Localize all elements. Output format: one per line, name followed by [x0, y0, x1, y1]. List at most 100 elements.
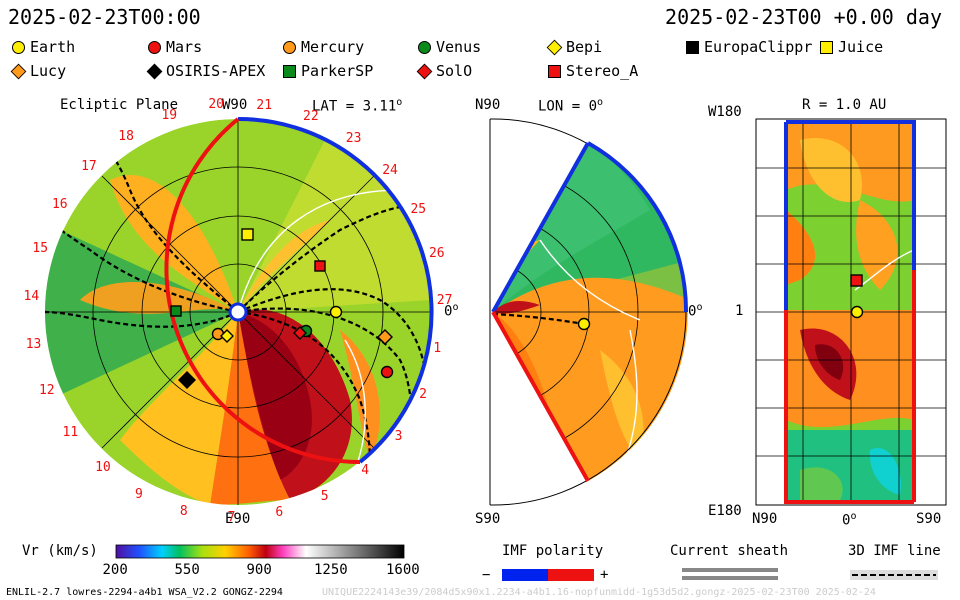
legend-label: Earth	[30, 38, 76, 56]
legend-label: Stereo_A	[566, 62, 639, 80]
day-tick-label: 5	[320, 489, 329, 505]
day-tick-label: 18	[118, 128, 134, 144]
legend-item-earth: Earth	[12, 38, 75, 56]
earth-marker	[329, 305, 343, 319]
colorbar-tick-label: 1600	[386, 562, 420, 578]
day-tick-label: 13	[25, 336, 42, 352]
current-sheath-title: Current sheath	[670, 543, 789, 559]
meridional-lon-label: LON = 0o	[538, 97, 604, 115]
radial-x-label-s90: S90	[916, 511, 942, 527]
colorbar-tick-label: 900	[246, 562, 272, 578]
bepi-marker	[220, 329, 234, 343]
square-icon	[686, 40, 699, 54]
colorbar-tick-label: 200	[102, 562, 128, 578]
meridional-edge-positive	[491, 311, 590, 482]
ecliptic-objects	[170, 228, 394, 389]
legend-item-stereo-a: Stereo_A	[548, 62, 638, 80]
day-tick-label: 26	[428, 245, 445, 261]
legend-item-venus: Venus	[418, 38, 481, 56]
day-tick-label: 22	[303, 109, 319, 125]
radial-x-label-n90: N90	[752, 511, 778, 527]
radial-e180-label: E180	[708, 503, 742, 519]
footer-right: UNIQUE2224143e39/2084d5x90x1.2234-a4b1.1…	[322, 587, 876, 598]
ecliptic-zero-label: 0o	[444, 302, 459, 320]
day-tick-label: 3	[394, 428, 403, 444]
lucy-marker	[377, 329, 393, 345]
day-tick-label: 23	[345, 131, 362, 147]
radial-x-label-0: 0o	[842, 511, 857, 529]
day-tick-label: 10	[95, 460, 111, 475]
circle-icon	[283, 40, 296, 54]
radial-panel	[786, 122, 914, 502]
parkersp-marker	[170, 305, 182, 317]
day-tick-label: 4	[361, 463, 370, 479]
mars-marker	[380, 365, 394, 379]
radial-r-label: R = 1.0 AU	[802, 97, 887, 113]
ecliptic-rim-negative	[237, 116, 434, 464]
legend-label: Lucy	[30, 62, 67, 80]
meridional-zero-label: 0o	[688, 302, 703, 320]
day-tick-label: 24	[382, 162, 398, 178]
ecliptic-title: Ecliptic Plane	[60, 97, 179, 113]
legend-item-lucy: Lucy	[10, 62, 67, 80]
day-tick-label: 19	[161, 107, 178, 123]
ecliptic-lat-label: LAT = 3.11o	[312, 97, 403, 115]
legend-item-parkersp: ParkerSP	[283, 62, 373, 80]
juice-marker	[241, 228, 254, 241]
current-sheath-swatch	[682, 568, 778, 572]
legend-item-europaclippr: EuropaClippr	[686, 38, 812, 56]
ecliptic-w90-label: W90	[222, 97, 248, 113]
day-tick-label: 8	[179, 503, 188, 519]
circle-icon	[148, 40, 161, 54]
legend-label: OSIRIS-APEX	[166, 62, 266, 80]
day-tick-label: 16	[51, 197, 68, 213]
radial-mid-label: 1	[735, 303, 744, 319]
day-tick-label: 27	[436, 293, 453, 309]
meridional-earth-marker	[577, 317, 591, 331]
legend-label: EuropaClippr	[704, 38, 813, 56]
legend-label: Mars	[166, 38, 203, 56]
day-tick-label: 7	[227, 509, 236, 525]
square-icon	[820, 40, 833, 54]
legend-item-osiris-apex: OSIRIS-APEX	[146, 62, 266, 80]
legend-label: SolO	[436, 62, 473, 80]
ecliptic-rim-positive	[164, 117, 361, 465]
square-icon	[548, 64, 561, 78]
imf-polarity-title: IMF polarity	[502, 543, 604, 559]
legend-item-solo: SolO	[416, 62, 473, 80]
day-tick-label: 6	[275, 504, 284, 520]
radial-w180-label: W180	[708, 104, 742, 120]
day-tick-label: 25	[410, 201, 427, 217]
mercury-marker	[211, 327, 225, 341]
day-tick-label: 15	[32, 241, 49, 257]
legend-item-mars: Mars	[148, 38, 202, 56]
vr-colorbar	[115, 544, 405, 559]
stereo-a-marker	[314, 260, 326, 272]
legend-item-mercury: Mercury	[283, 38, 364, 56]
legend-label: Venus	[436, 38, 482, 56]
imf-negative-swatch	[502, 569, 548, 581]
legend-label: Mercury	[301, 38, 365, 56]
circle-icon	[418, 40, 431, 54]
legend-item-bepi: Bepi	[546, 38, 602, 56]
day-tick-label: 17	[81, 159, 97, 175]
day-tick-label: 1	[433, 341, 442, 357]
imf-plus-label: +	[600, 567, 609, 583]
circle-icon	[12, 40, 25, 54]
colorbar-tick-label: 550	[174, 562, 200, 578]
day-tick-label: 9	[134, 486, 143, 502]
meridional-n90-label: N90	[475, 97, 501, 113]
day-tick-label: 14	[23, 288, 40, 304]
date-left: 2025-02-23T00:00	[8, 5, 201, 29]
date-right: 2025-02-23T00 +0.00 day	[665, 5, 942, 29]
colorbar-tick-label: 1250	[314, 562, 348, 578]
sun-icon	[228, 302, 248, 322]
imf-minus-label: −	[482, 567, 491, 583]
meridional-edge-negative	[491, 142, 590, 313]
legend-label: ParkerSP	[301, 62, 374, 80]
radial-earth-marker	[850, 305, 864, 319]
day-tick-label: 12	[38, 382, 55, 398]
imf-positive-swatch	[548, 569, 594, 581]
footer-left: ENLIL-2.7 lowres-2294-a4b1 WSA_V2.2 GONG…	[6, 587, 283, 598]
